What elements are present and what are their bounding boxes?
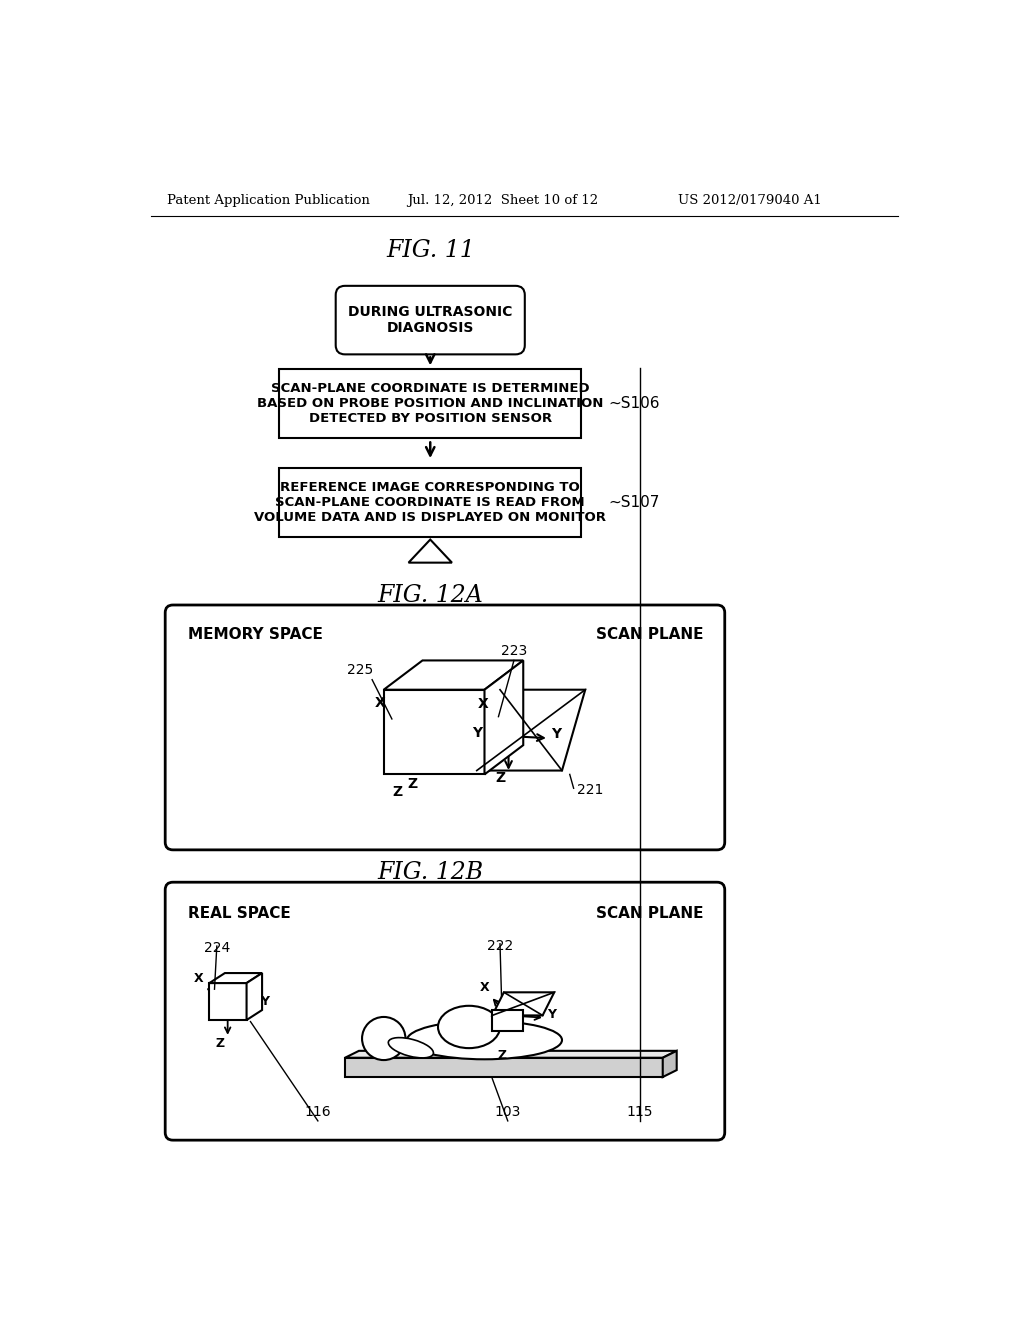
Text: X: X [194, 973, 203, 985]
Text: DURING ULTRASONIC
DIAGNOSIS: DURING ULTRASONIC DIAGNOSIS [348, 305, 512, 335]
Text: 222: 222 [486, 939, 513, 953]
Circle shape [362, 1016, 406, 1060]
Text: 116: 116 [304, 1105, 331, 1118]
Polygon shape [484, 660, 523, 775]
Ellipse shape [407, 1020, 562, 1059]
Text: US 2012/0179040 A1: US 2012/0179040 A1 [678, 194, 822, 207]
Text: FIG. 12A: FIG. 12A [378, 585, 483, 607]
Polygon shape [493, 1010, 523, 1031]
Text: Y: Y [547, 1008, 556, 1022]
Text: Z: Z [408, 777, 418, 791]
Bar [345, 1057, 663, 1077]
Text: X: X [479, 981, 489, 994]
Text: Z: Z [215, 1038, 224, 1049]
Text: ~S107: ~S107 [608, 495, 659, 510]
Text: 221: 221 [578, 783, 604, 797]
Polygon shape [247, 973, 262, 1020]
Text: ~S106: ~S106 [608, 396, 660, 411]
Text: X: X [477, 697, 488, 711]
FancyBboxPatch shape [336, 286, 524, 354]
Bar [280, 469, 582, 537]
Text: 115: 115 [627, 1105, 652, 1118]
Polygon shape [209, 973, 262, 983]
Text: SCAN-PLANE COORDINATE IS DETERMINED
BASED ON PROBE POSITION AND INCLINATION
DETE: SCAN-PLANE COORDINATE IS DETERMINED BASE… [257, 381, 603, 425]
Bar [384, 689, 484, 775]
Text: 223: 223 [501, 644, 527, 659]
Polygon shape [384, 660, 523, 689]
Text: Z: Z [498, 1049, 507, 1063]
Polygon shape [477, 689, 586, 771]
Text: Y: Y [260, 995, 269, 1007]
Text: MEMORY SPACE: MEMORY SPACE [188, 627, 324, 642]
Polygon shape [493, 993, 554, 1015]
Text: X: X [375, 696, 386, 710]
Text: Patent Application Publication: Patent Application Publication [167, 194, 370, 207]
Text: REFERENCE IMAGE CORRESPONDING TO
SCAN-PLANE COORDINATE IS READ FROM
VOLUME DATA : REFERENCE IMAGE CORRESPONDING TO SCAN-PL… [254, 480, 606, 524]
Bar [209, 983, 247, 1020]
Polygon shape [409, 540, 452, 562]
Text: SCAN PLANE: SCAN PLANE [596, 627, 703, 642]
FancyBboxPatch shape [165, 882, 725, 1140]
Text: SCAN PLANE: SCAN PLANE [596, 906, 703, 920]
Text: Z: Z [392, 785, 402, 799]
Text: FIG. 11: FIG. 11 [386, 239, 475, 263]
Text: 224: 224 [204, 940, 230, 954]
Text: Y: Y [552, 727, 561, 742]
Polygon shape [663, 1051, 677, 1077]
Text: 225: 225 [347, 664, 374, 677]
FancyBboxPatch shape [165, 605, 725, 850]
Text: Y: Y [472, 726, 482, 741]
Text: Z: Z [495, 771, 505, 785]
Ellipse shape [388, 1038, 433, 1057]
Polygon shape [345, 1051, 677, 1057]
Text: Jul. 12, 2012  Sheet 10 of 12: Jul. 12, 2012 Sheet 10 of 12 [407, 194, 598, 207]
Bar [280, 368, 582, 438]
Text: REAL SPACE: REAL SPACE [188, 906, 291, 920]
Text: 103: 103 [495, 1105, 521, 1118]
Text: FIG. 12B: FIG. 12B [377, 862, 483, 884]
Ellipse shape [438, 1006, 500, 1048]
